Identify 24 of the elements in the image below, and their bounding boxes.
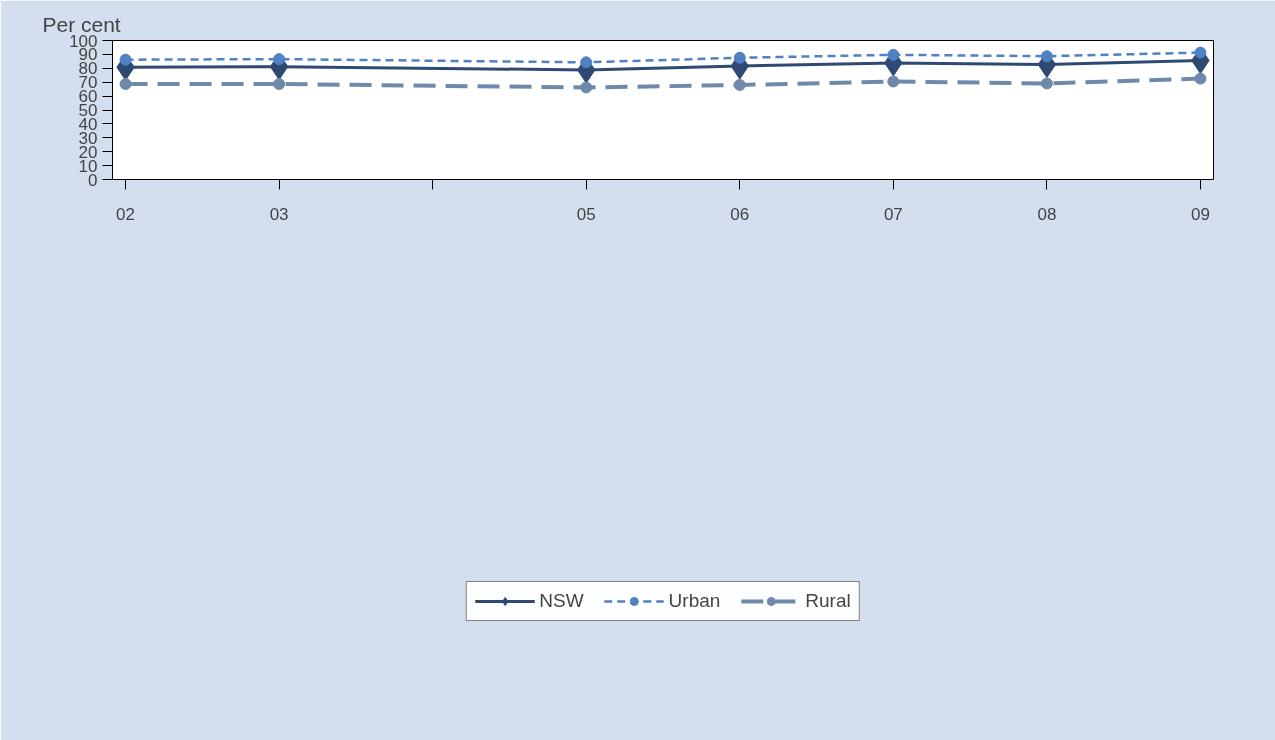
x-tick-label: 03 [269, 204, 289, 224]
point [887, 48, 900, 61]
point [119, 78, 132, 90]
point [733, 51, 746, 64]
x-tick-label: 05 [576, 204, 596, 224]
y-axis-title: Per cent [42, 12, 121, 36]
point [1040, 77, 1053, 90]
point [273, 78, 286, 90]
point [580, 81, 593, 94]
point [580, 56, 593, 69]
x-tick-label: 09 [1190, 204, 1210, 224]
x-tick-label: 02 [116, 204, 136, 224]
point [887, 75, 900, 88]
legend-label: Rural [805, 589, 851, 612]
x-tick-label: 07 [883, 204, 903, 224]
point [1194, 46, 1207, 59]
x-tick-label: 08 [1037, 204, 1057, 224]
x-tick-label: 06 [730, 204, 750, 224]
legend-label: Urban [668, 589, 721, 612]
point [1194, 72, 1207, 85]
legend-label: NSW [539, 589, 584, 612]
point [119, 53, 132, 66]
point [1040, 50, 1053, 63]
point [733, 78, 746, 91]
